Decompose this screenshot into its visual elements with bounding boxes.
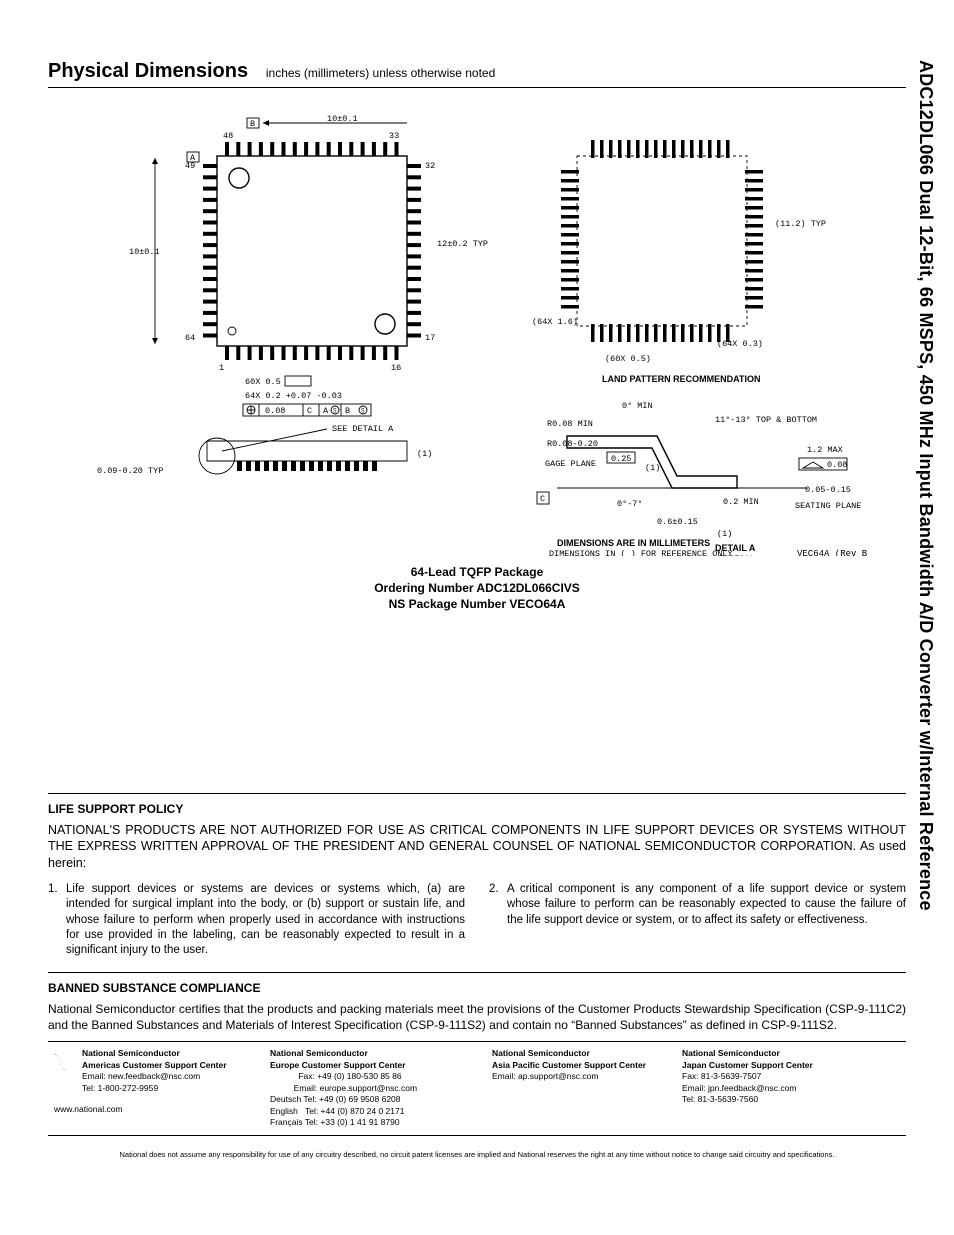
svg-text:LAND PATTERN RECOMMENDATION: LAND PATTERN RECOMMENDATION [602, 374, 761, 384]
svg-text:(60X 0.5): (60X 0.5) [605, 354, 651, 364]
svg-text:49: 49 [185, 161, 195, 171]
svg-text:(64X 1.6): (64X 1.6) [532, 317, 578, 327]
svg-text:VEC64A (Rev B): VEC64A (Rev B) [797, 549, 867, 556]
svg-text:0°-7°: 0°-7° [617, 499, 643, 509]
svg-text:R0.08-0.20: R0.08-0.20 [547, 439, 598, 449]
svg-text:B: B [250, 119, 255, 129]
phys-subheading: inches (millimeters) unless otherwise no… [266, 66, 495, 80]
phys-heading: Physical Dimensions [48, 60, 248, 82]
svg-text:0° MIN: 0° MIN [622, 401, 653, 411]
banned-heading: BANNED SUBSTANCE COMPLIANCE [48, 981, 906, 995]
svg-text:(64X 0.3): (64X 0.3) [717, 339, 763, 349]
life-num-2: 2. [489, 882, 507, 958]
package-drawing: A B 48 33 49 32 64 17 1 16 10±0.1 10±0.1… [87, 96, 867, 556]
svg-text:16: 16 [391, 363, 401, 373]
svg-text:33: 33 [389, 131, 399, 141]
svg-text:64: 64 [185, 333, 195, 343]
svg-text:48: 48 [223, 131, 233, 141]
svg-text:SEATING PLANE: SEATING PLANE [795, 501, 861, 511]
caption-line-1: 64-Lead TQFP Package [48, 564, 906, 580]
svg-text:0.05-0.15: 0.05-0.15 [805, 485, 851, 495]
svg-text:0.2 MIN: 0.2 MIN [723, 497, 759, 507]
svg-text:0.25: 0.25 [611, 454, 631, 464]
svg-text:A: A [323, 406, 329, 416]
svg-text:60X 0.5: 60X 0.5 [245, 377, 281, 387]
physical-dimensions-header: Physical Dimensions inches (millimeters)… [48, 60, 906, 83]
section-rule [48, 972, 906, 973]
svg-text:1.2 MAX: 1.2 MAX [807, 445, 843, 455]
svg-text:R0.08 MIN: R0.08 MIN [547, 419, 593, 429]
svg-text:0.6±0.15: 0.6±0.15 [657, 517, 698, 527]
svg-text:17: 17 [425, 333, 435, 343]
section-rule [48, 793, 906, 794]
banned-body: National Semiconductor certifies that th… [48, 1001, 906, 1033]
contact-japan: National Semiconductor Japan Customer Su… [676, 1048, 866, 1128]
contact-bar: National Semiconductor Americas Customer… [48, 1041, 906, 1135]
svg-text:(1): (1) [717, 529, 732, 539]
svg-text:10±0.1: 10±0.1 [129, 247, 160, 257]
svg-text:DIMENSIONS ARE IN MILLIMETERS: DIMENSIONS ARE IN MILLIMETERS [557, 538, 710, 548]
life-item-2: A critical component is any component of… [507, 882, 906, 958]
svg-text:(1): (1) [645, 463, 660, 473]
svg-text:C: C [307, 406, 312, 416]
package-caption: 64-Lead TQFP Package Ordering Number ADC… [48, 564, 906, 613]
life-heading: LIFE SUPPORT POLICY [48, 802, 906, 816]
life-item-1: Life support devices or systems are devi… [66, 882, 465, 958]
caption-line-2: Ordering Number ADC12DL066CIVS [48, 580, 906, 596]
svg-text:10±0.1: 10±0.1 [327, 114, 358, 124]
svg-text:12±0.2 TYP: 12±0.2 TYP [437, 239, 488, 249]
section-rule [48, 87, 906, 88]
svg-text:S: S [333, 408, 337, 415]
svg-text:GAGE PLANE: GAGE PLANE [545, 459, 596, 469]
svg-text:(1): (1) [417, 449, 432, 459]
svg-text:S: S [361, 408, 365, 415]
svg-text:11°-13° TOP & BOTTOM: 11°-13° TOP & BOTTOM [715, 415, 817, 425]
contact-asia: National Semiconductor Asia Pacific Cust… [486, 1048, 676, 1128]
svg-text:32: 32 [425, 161, 435, 171]
svg-text:(11.2) TYP: (11.2) TYP [775, 219, 826, 229]
side-running-title: ADC12DL066 Dual 12-Bit, 66 MSPS, 450 MHz… [908, 60, 936, 1160]
life-num-1: 1. [48, 882, 66, 958]
contact-europe: National Semiconductor Europe Customer S… [264, 1048, 486, 1128]
svg-text:C: C [540, 494, 545, 504]
caption-line-3: NS Package Number VECO64A [48, 596, 906, 612]
svg-text:B: B [345, 406, 350, 416]
svg-text:64X 0.2 +0.07 -0.03: 64X 0.2 +0.07 -0.03 [245, 391, 342, 401]
life-intro: NATIONAL'S PRODUCTS ARE NOT AUTHORIZED F… [48, 822, 906, 873]
svg-text:0.08: 0.08 [265, 406, 285, 416]
disclaimer: National does not assume any responsibil… [48, 1150, 906, 1159]
life-items: 1. Life support devices or systems are d… [48, 882, 906, 958]
ns-logo-icon [48, 1048, 76, 1128]
svg-text:0.08: 0.08 [827, 460, 847, 470]
contact-americas: National Semiconductor Americas Customer… [76, 1048, 264, 1128]
svg-text:1: 1 [219, 363, 224, 373]
svg-text:DIMENSIONS IN ( ) FOR REFERENC: DIMENSIONS IN ( ) FOR REFERENCE ONLY [549, 549, 733, 556]
svg-text:0.09-0.20 TYP: 0.09-0.20 TYP [97, 466, 163, 476]
svg-text:SEE DETAIL A: SEE DETAIL A [332, 424, 394, 434]
